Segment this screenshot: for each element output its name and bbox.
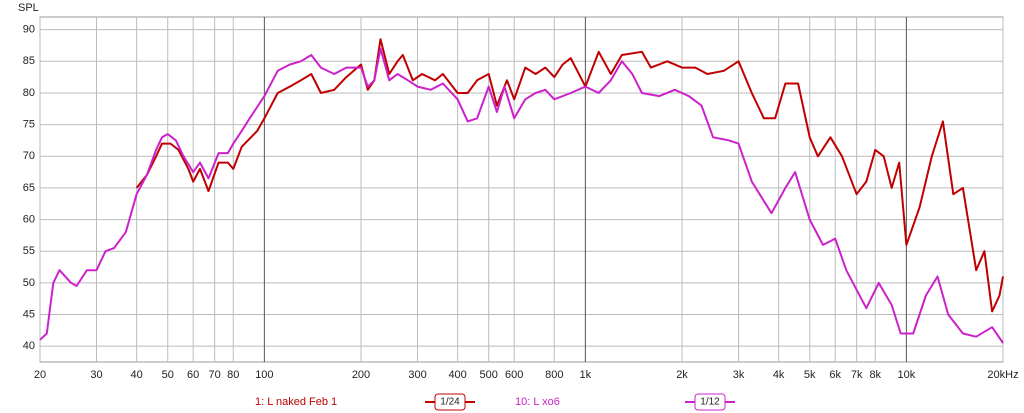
x-tick-label: 800 (545, 369, 563, 381)
x-tick-label: 500 (480, 369, 498, 381)
x-tick-label: 70 (209, 369, 221, 381)
x-tick-label: 4k (773, 369, 785, 381)
y-tick-label: 70 (23, 150, 35, 162)
legend: 1: L naked Feb 1 1/24 10: L xo6 1/12 (255, 393, 735, 411)
smoothing-box (694, 393, 726, 411)
x-tick-label: 200 (352, 369, 370, 381)
x-tick-label: 8k (869, 369, 881, 381)
x-tick-label: 300 (408, 369, 426, 381)
legend-label: 1: L naked Feb 1 (255, 396, 337, 408)
x-tick-label: 1k (580, 369, 592, 381)
x-tick-label: 20kHz (987, 369, 1018, 381)
x-tick-label: 60 (187, 369, 199, 381)
x-tick-label: 5k (804, 369, 816, 381)
x-tick-label: 20 (34, 369, 46, 381)
x-tick-label: 600 (505, 369, 523, 381)
y-tick-label: 80 (23, 87, 35, 99)
y-tick-label: 75 (23, 119, 35, 131)
x-tick-label: 100 (255, 369, 273, 381)
x-tick-label: 7k (851, 369, 863, 381)
x-tick-label: 2k (676, 369, 688, 381)
smoothing-label: 1/12 (700, 397, 720, 408)
y-tick-label: 65 (23, 182, 35, 194)
y-tick-label: 60 (23, 213, 35, 225)
x-tick-label: 400 (448, 369, 466, 381)
series-line (135, 38, 1004, 313)
y-tick-label: 40 (23, 340, 35, 352)
x-tick-label: 10k (897, 369, 915, 381)
x-tick-label: 40 (131, 369, 143, 381)
y-axis-label: SPL (18, 2, 39, 14)
y-tick-label: 45 (23, 308, 35, 320)
y-tick-label: 90 (23, 24, 35, 36)
plot-area (39, 16, 1004, 363)
y-tick-label: 50 (23, 277, 35, 289)
x-tick-label: 6k (829, 369, 841, 381)
x-tick-label: 50 (162, 369, 174, 381)
y-tick-label: 55 (23, 245, 35, 257)
y-tick-label: 85 (23, 55, 35, 67)
smoothing-label: 1/24 (440, 397, 460, 408)
x-tick-label: 3k (733, 369, 745, 381)
smoothing-box (434, 393, 466, 411)
x-tick-label: 80 (227, 369, 239, 381)
x-tick-label: 30 (90, 369, 102, 381)
legend-label: 10: L xo6 (515, 396, 560, 408)
series-line (39, 47, 1004, 344)
